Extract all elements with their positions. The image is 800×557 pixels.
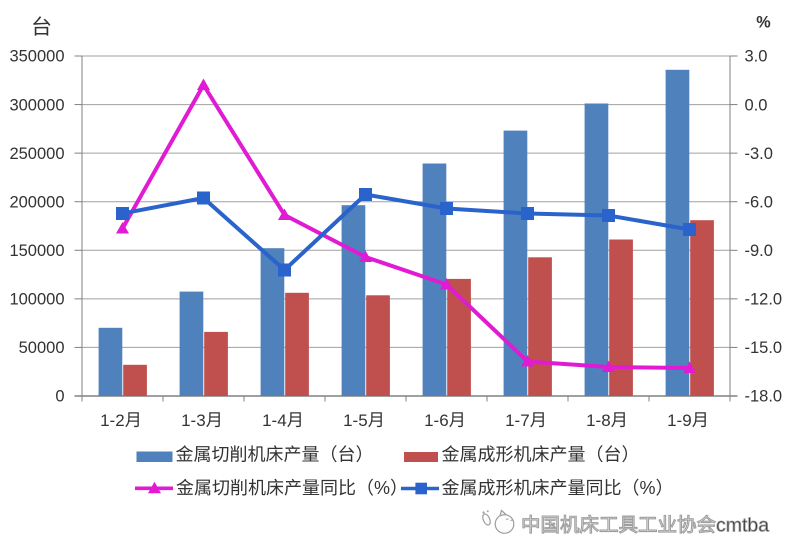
svg-text:1-4: 1-4: [262, 411, 287, 430]
svg-text:1-9: 1-9: [667, 411, 692, 430]
svg-text:1-2: 1-2: [100, 411, 125, 430]
svg-text:0: 0: [55, 388, 64, 406]
svg-text:-6.0: -6.0: [745, 193, 773, 211]
svg-text:3.0: 3.0: [745, 48, 768, 66]
svg-text:1-3: 1-3: [181, 411, 206, 430]
svg-text:350000: 350000: [9, 48, 64, 66]
svg-text:1-5: 1-5: [343, 411, 368, 430]
svg-text:150000: 150000: [9, 242, 64, 260]
svg-text:%: %: [374, 478, 390, 498]
svg-text:%: %: [756, 13, 770, 31]
svg-text:-15.0: -15.0: [745, 339, 783, 357]
svg-text:1-6: 1-6: [424, 411, 449, 430]
svg-text:-3.0: -3.0: [745, 145, 773, 163]
svg-text:0.0: 0.0: [745, 96, 768, 114]
svg-text:-12.0: -12.0: [745, 291, 783, 309]
svg-text:-18.0: -18.0: [745, 388, 783, 406]
svg-text:1-7: 1-7: [505, 411, 530, 430]
svg-text:-9.0: -9.0: [745, 242, 773, 260]
svg-text:%: %: [640, 478, 656, 498]
svg-text:300000: 300000: [9, 96, 64, 114]
svg-text:1-8: 1-8: [586, 411, 611, 430]
svg-text:50000: 50000: [19, 339, 65, 357]
svg-text:250000: 250000: [9, 145, 64, 163]
svg-text:100000: 100000: [9, 291, 64, 309]
svg-text:cmtba: cmtba: [716, 515, 769, 537]
svg-text:200000: 200000: [9, 193, 64, 211]
